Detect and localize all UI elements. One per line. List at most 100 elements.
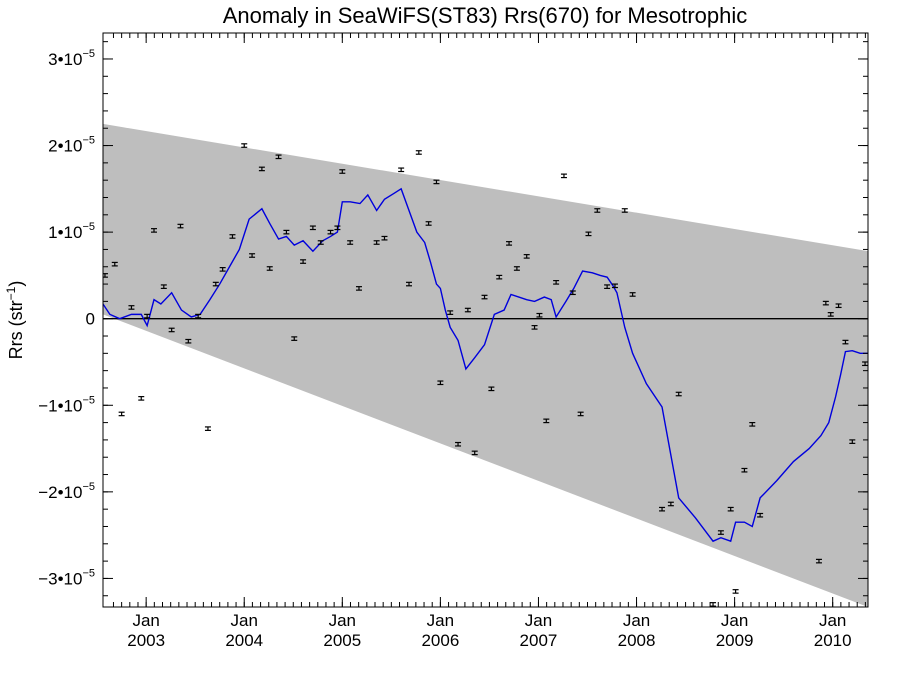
data-point (347, 240, 354, 245)
data-point (327, 229, 334, 235)
data-point (531, 325, 538, 330)
data-point (862, 361, 868, 367)
data-point (569, 290, 576, 296)
data-point (621, 208, 628, 213)
x-tick-year: 2008 (618, 631, 656, 650)
y-tick-label: 2•10−5 (48, 135, 95, 156)
data-point (471, 450, 478, 456)
data-point (249, 253, 256, 258)
data-point (266, 266, 273, 271)
data-point (381, 235, 388, 241)
data-point (300, 259, 307, 264)
data-point (355, 286, 362, 291)
data-point (128, 305, 135, 310)
data-point (168, 327, 175, 333)
data-point (241, 143, 248, 148)
x-tick-year: 2003 (127, 631, 165, 650)
data-point (536, 312, 543, 318)
y-axis-label: Rrs (str−1) (4, 281, 26, 360)
chart-title: Anomaly in SeaWiFS(ST83) Rrs(670) for Me… (223, 3, 748, 28)
x-tick-year: 2010 (814, 631, 852, 650)
plot-frame (102, 32, 869, 608)
data-point (406, 281, 412, 287)
data-point (757, 512, 764, 518)
data-point (727, 506, 734, 512)
x-tick-month: Jan (721, 611, 748, 630)
x-tick-month: Jan (623, 611, 650, 630)
data-point (455, 441, 462, 447)
y-tick-label: 3•10−5 (48, 48, 95, 69)
y-tick-label: 1•10−5 (48, 221, 95, 242)
data-point (309, 225, 316, 231)
data-point (513, 266, 520, 271)
data-point (675, 391, 682, 397)
smoothed-anomaly-line (103, 187, 868, 543)
data-point (523, 254, 530, 259)
data-point (835, 303, 842, 309)
data-point (415, 150, 422, 155)
data-point (373, 240, 380, 245)
data-point (543, 418, 550, 424)
data-point (732, 589, 739, 594)
data-point (437, 380, 444, 386)
data-point (496, 274, 503, 280)
x-tick-year: 2005 (323, 631, 361, 650)
data-point (258, 166, 265, 172)
x-tick-year: 2009 (716, 631, 754, 650)
x-tick-month: Jan (329, 611, 356, 630)
x-tick-year: 2007 (520, 631, 558, 650)
data-point (560, 173, 567, 179)
data-point (317, 240, 324, 245)
data-point (433, 179, 440, 185)
data-point (339, 169, 346, 174)
data-point (594, 208, 601, 213)
data-point (398, 167, 405, 173)
data-point (604, 284, 611, 289)
x-tick-month: Jan (819, 611, 846, 630)
data-point (275, 154, 282, 160)
data-point (481, 294, 488, 300)
y-tick-label: −3•10−5 (38, 567, 95, 588)
data-point (144, 313, 151, 319)
x-tick-month: Jan (132, 611, 159, 630)
data-point (283, 229, 290, 235)
data-point (822, 300, 829, 306)
data-point (464, 307, 471, 313)
data-point (741, 467, 748, 473)
data-point (849, 439, 856, 444)
envelope-band (103, 123, 868, 607)
data-point (447, 310, 454, 315)
data-point (710, 602, 717, 607)
data-point (151, 228, 157, 233)
y-tick-label: −2•10−5 (38, 481, 95, 502)
data-point (629, 292, 636, 297)
data-point (334, 225, 341, 231)
data-point (749, 421, 756, 427)
data-point (103, 273, 108, 278)
data-point (229, 234, 236, 239)
data-point (212, 281, 219, 287)
data-point (185, 338, 192, 344)
data-point (160, 284, 167, 289)
data-point (204, 426, 211, 431)
data-point (291, 336, 298, 341)
data-point (611, 283, 618, 289)
data-point (659, 506, 666, 512)
data-point (425, 221, 432, 226)
x-tick-month: Jan (525, 611, 552, 630)
data-point (506, 241, 513, 246)
data-point (667, 501, 674, 507)
data-point (842, 339, 849, 345)
data-point (827, 312, 834, 317)
data-point (717, 530, 724, 535)
data-point (815, 558, 822, 564)
data-point (138, 396, 145, 401)
y-tick-label: −1•10−5 (38, 394, 95, 415)
data-point (118, 411, 125, 417)
data-point (111, 261, 118, 267)
data-point (195, 313, 202, 319)
data-point (488, 386, 495, 392)
x-tick-month: Jan (231, 611, 258, 630)
data-point (577, 411, 584, 417)
